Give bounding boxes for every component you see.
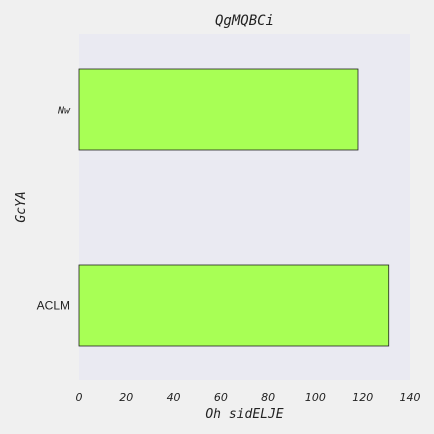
x-tick-label: 60 — [214, 391, 228, 404]
x-tick-label: 40 — [167, 391, 181, 404]
y-tick-label-aclm: ACLM — [37, 299, 70, 313]
y-tick-label-nw: Nw — [57, 106, 71, 117]
bar-aclm — [78, 264, 390, 347]
x-axis-label: Oh sidELJE — [205, 407, 283, 422]
bar-nw — [78, 68, 359, 151]
x-tick-label: 20 — [119, 391, 133, 404]
x-tick-label: 100 — [305, 391, 326, 404]
x-tick-label: 140 — [400, 391, 421, 404]
x-tick-label: 120 — [352, 391, 373, 404]
x-tick-label: 0 — [76, 391, 83, 404]
x-tick-labels: 0 20 40 60 80 100 120 140 — [76, 391, 421, 404]
bars-layer — [78, 68, 390, 347]
chart-title: QgMQBCi — [215, 13, 274, 29]
x-tick-label: 80 — [261, 391, 275, 404]
y-tick-labels: Nw ACLM — [37, 106, 71, 313]
y-axis-label: GcYA — [14, 191, 29, 222]
